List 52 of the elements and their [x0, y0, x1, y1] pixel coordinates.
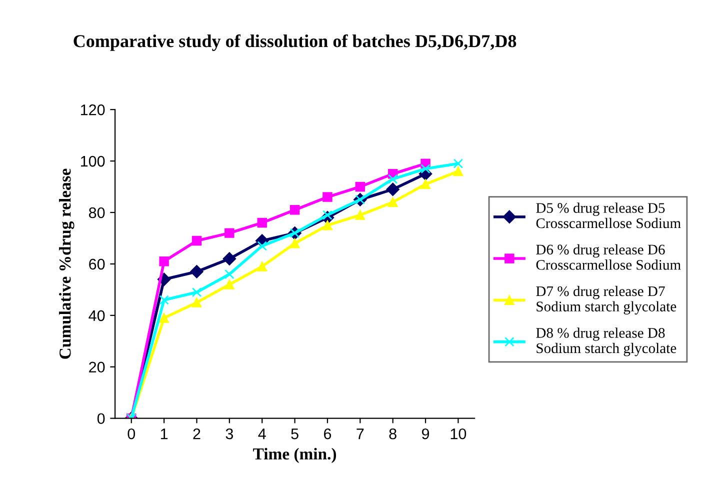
point: [290, 238, 300, 248]
point: [355, 182, 366, 192]
legend-label: D5 % drug release D5 Crosscarmellose Sodium: [536, 202, 681, 228]
point: [257, 262, 267, 272]
y-tick-label: 100: [80, 156, 105, 167]
x-tick-label: 8: [389, 428, 396, 440]
chart-title: Comparative study of dissolution of batches D5,D6,D7,D8: [74, 34, 516, 51]
point: [453, 166, 464, 176]
x-tick-label: 9: [422, 428, 430, 440]
point: [322, 192, 332, 202]
point: [290, 205, 300, 215]
point: [159, 295, 169, 305]
point: [224, 269, 234, 280]
x-tick-label: 6: [324, 428, 332, 440]
x-tick-label: 10: [450, 428, 466, 440]
point: [420, 164, 430, 174]
point: [190, 265, 204, 278]
point: [192, 298, 202, 308]
point: [355, 210, 366, 220]
point: [159, 313, 169, 323]
legend-label: D8 % drug release D8 Sodium starch glycolate: [536, 328, 676, 356]
point: [388, 174, 398, 184]
x-tick-label: 4: [258, 428, 266, 440]
x-tick-label: 7: [356, 428, 364, 440]
y-axis-title: Cumulative %drug release: [59, 168, 74, 359]
x-tick-label: 3: [226, 428, 234, 440]
point: [388, 197, 398, 208]
y-tick-label: 20: [89, 362, 105, 373]
point: [257, 241, 267, 251]
x-tick-label: 2: [193, 428, 200, 440]
y-tick-label: 120: [80, 104, 105, 116]
point: [224, 280, 234, 290]
point: [453, 158, 464, 168]
x-tick-label: 0: [128, 428, 136, 440]
y-tick-label: 0: [97, 413, 105, 424]
y-tick-label: 40: [88, 310, 105, 322]
y-tick-label: 60: [89, 258, 105, 270]
point: [322, 220, 332, 230]
point: [192, 236, 202, 246]
point: [257, 218, 267, 228]
y-tick-label: 80: [88, 207, 105, 218]
point: [222, 252, 236, 266]
x-tick-label: 5: [291, 428, 298, 440]
legend-label: D7 % drug release D7 Sodium starch glycolate: [536, 286, 676, 314]
point: [159, 256, 169, 266]
point: [192, 287, 202, 298]
point: [224, 228, 234, 238]
point: [386, 182, 400, 196]
x-tick-label: 1: [160, 428, 168, 440]
legend-label: D6 % drug release D6 Crosscarmellose Sodium: [536, 244, 681, 270]
x-axis-title: Time (min.): [253, 448, 336, 463]
point: [420, 179, 430, 190]
